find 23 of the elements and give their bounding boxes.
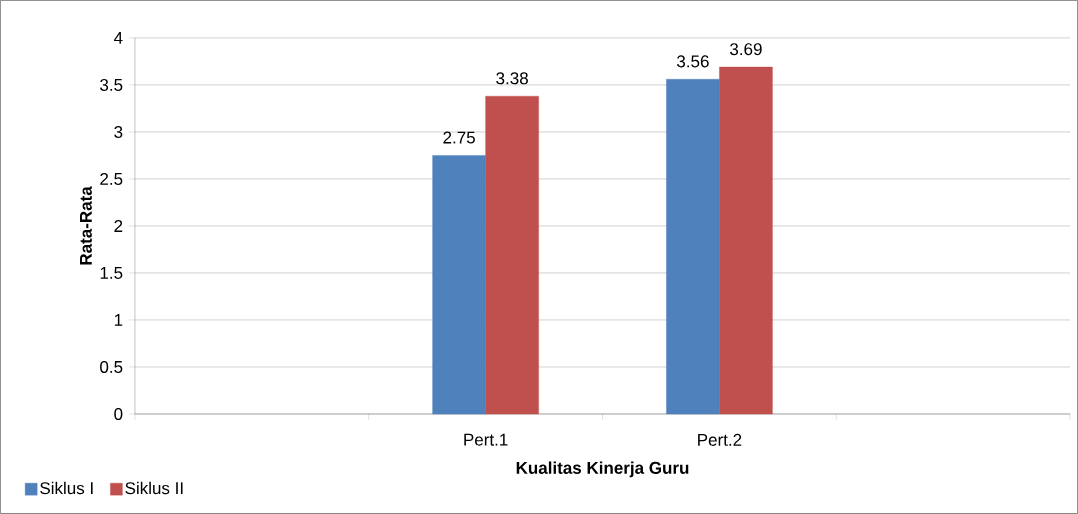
y-tick-label: 0	[114, 408, 123, 421]
x-tick-label: Pert.1	[464, 433, 508, 446]
y-tick-label: 3.5	[100, 78, 123, 91]
y-tick-label: 2.5	[100, 172, 123, 185]
bar	[485, 96, 539, 415]
bar	[666, 79, 720, 415]
y-tick-label: 3	[114, 125, 123, 138]
y-tick-label: 2	[114, 220, 123, 232]
y-axis-title: Rata-Rata	[80, 186, 92, 265]
data-label: 3.56	[677, 55, 709, 68]
data-label: 3.38	[496, 72, 528, 85]
y-tick-label: 4	[114, 32, 123, 44]
bar	[719, 66, 773, 415]
data-label: 3.69	[730, 43, 762, 56]
x-tick-label: Pert.2	[698, 433, 742, 446]
bar	[432, 155, 486, 415]
legend-label: Siklus I	[40, 481, 93, 495]
x-axis-title: Kualitas Kinerja Guru	[516, 461, 689, 478]
y-tick-label: 0.5	[100, 360, 123, 374]
data-label: 2.75	[443, 131, 475, 144]
legend-label: Siklus II	[125, 481, 183, 495]
y-tick-label: 1.5	[100, 267, 123, 279]
y-tick-label: 1	[114, 314, 123, 326]
